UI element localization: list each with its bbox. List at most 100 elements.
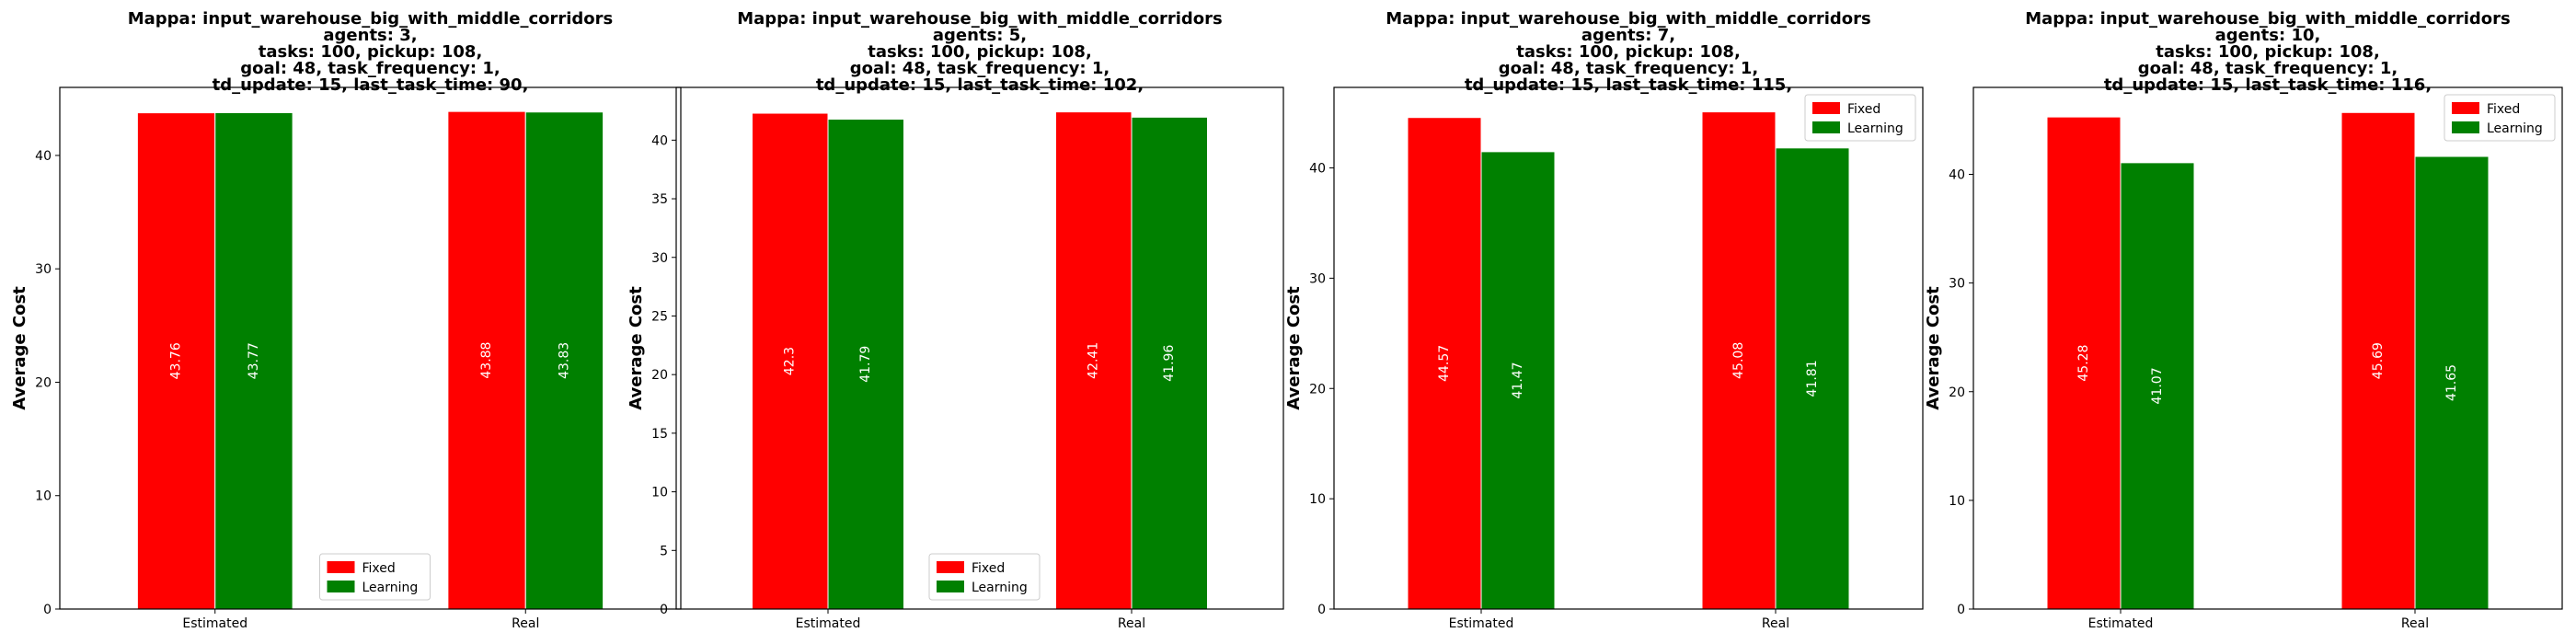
chart-title-line: tasks: 100, pickup: 108, [1516,42,1741,62]
chart-title-line: td_update: 15, last_task_time: 102, [816,75,1144,95]
bar [2120,162,2195,610]
chart-title-line: tasks: 100, pickup: 108, [868,42,1092,62]
x-tick-label: Real [1118,616,1145,631]
y-axis-label: Average Cost [1924,286,1943,410]
y-tick-label: 30 [1949,277,1965,292]
legend: Fixed Learning [928,553,1041,601]
legend-label: Learning [362,581,419,595]
bar-value-label: 41.47 [1511,362,1525,398]
bar [2046,116,2122,610]
bar-value-label: 42.41 [1087,342,1101,379]
chart-title-line: agents: 5, [933,26,1027,45]
bar-value-label: 41.96 [1162,345,1177,382]
plot-frame [675,86,1284,610]
legend-label: Learning [972,581,1028,595]
y-tick-label: 5 [660,544,668,558]
legend-label: Fixed [2487,102,2520,117]
y-tick-label: 30 [35,262,52,277]
y-tick-label: 20 [651,368,668,383]
chart-title-line: goal: 48, task_frequency: 1, [2138,59,2398,78]
legend-swatch [1812,121,1840,133]
plot-frame [1333,86,1924,610]
x-tick-label: Real [2401,616,2429,631]
chart-title-line: goal: 48, task_frequency: 1, [850,59,1110,78]
bar-value-label: 41.07 [2150,367,2165,404]
chart-title-line: agents: 10, [2215,26,2321,45]
chart-title-line: agents: 7, [1581,26,1675,45]
y-tick-label: 0 [1957,603,1965,617]
chart-title-line: td_update: 15, last_task_time: 115, [1465,75,1792,95]
bar [1775,147,1850,610]
chart-panel: Mappa: input_warehouse_big_with_middle_c… [1284,9,1924,631]
y-tick-label: 0 [660,603,668,617]
bar-value-label: 41.81 [1805,360,1820,397]
y-axis-label: Average Cost [627,286,646,410]
y-tick-label: 15 [651,427,668,442]
bar-value-label: 43.76 [169,342,184,379]
chart-title-line: goal: 48, task_frequency: 1, [1499,59,1759,78]
chart-panel: Mappa: input_warehouse_big_with_middle_c… [10,9,682,631]
y-tick-label: 20 [1309,382,1326,397]
x-tick-label: Estimated [1449,616,1514,631]
chart-title-line: Mappa: input_warehouse_big_with_middle_c… [737,9,1223,29]
bar [1055,111,1133,610]
y-tick-label: 10 [1309,492,1326,507]
bar-value-label: 45.08 [1731,342,1746,379]
bar-value-label: 41.79 [858,346,873,383]
legend: Fixed Learning [1804,94,1916,142]
legend-label: Learning [1847,121,1903,136]
plot-frame [59,86,682,610]
y-tick-label: 35 [651,192,668,207]
bar [2414,155,2490,610]
y-tick-label: 10 [651,486,668,500]
y-tick-label: 40 [1949,168,1965,183]
x-tick-label: Real [512,616,539,631]
legend-label: Fixed [1847,102,1880,117]
y-axis-label: Average Cost [1284,286,1304,410]
legend-swatch [2452,121,2479,133]
chart-title-line: td_update: 15, last_task_time: 90, [213,75,529,95]
y-tick-label: 40 [1309,162,1326,177]
y-tick-label: 25 [651,309,668,324]
bar [214,111,293,610]
legend-swatch [327,561,355,573]
bar [1407,117,1482,610]
chart-title-line: Mappa: input_warehouse_big_with_middle_c… [2025,9,2511,29]
y-axis-label: Average Cost [10,286,29,410]
bar-value-label: 42.3 [783,347,798,375]
chart-panel: Mappa: input_warehouse_big_with_middle_c… [1924,9,2563,631]
y-tick-label: 20 [1949,385,1965,400]
bar-value-label: 43.83 [557,342,571,379]
bar [447,110,526,610]
chart-title-line: Mappa: input_warehouse_big_with_middle_c… [128,9,614,29]
y-tick-label: 20 [35,375,52,390]
x-tick-label: Real [1762,616,1789,631]
legend: Fixed Learning [319,553,431,601]
y-tick-label: 10 [1949,494,1965,509]
bar-value-label: 43.77 [247,342,261,379]
chart-title-line: tasks: 100, pickup: 108, [259,42,483,62]
y-tick-label: 40 [35,149,52,164]
bar [524,111,604,610]
legend-swatch [2452,102,2479,114]
x-tick-label: Estimated [2088,616,2154,631]
legend-label: Fixed [362,561,396,576]
chart-panel: Mappa: input_warehouse_big_with_middle_c… [627,9,1284,631]
chart-title-line: td_update: 15, last_task_time: 116, [2104,75,2432,95]
chart-title-line: tasks: 100, pickup: 108, [2156,42,2380,62]
bar-value-label: 45.69 [2371,342,2386,379]
bar-value-label: 45.28 [2076,345,2091,382]
legend: Fixed Learning [2444,94,2556,142]
bar [752,112,829,610]
bar-value-label: 44.57 [1437,345,1452,382]
chart-title-line: Mappa: input_warehouse_big_with_middle_c… [1386,9,1871,29]
y-tick-label: 30 [1309,271,1326,286]
bar [1701,111,1777,610]
chart-title-line: goal: 48, task_frequency: 1, [240,59,500,78]
legend-swatch [327,581,355,592]
legend-label: Learning [2487,121,2543,136]
x-tick-label: Estimated [182,616,247,631]
chart-title-line: agents: 3, [323,26,417,45]
bar [2340,111,2416,610]
bar-value-label: 43.88 [479,342,494,379]
